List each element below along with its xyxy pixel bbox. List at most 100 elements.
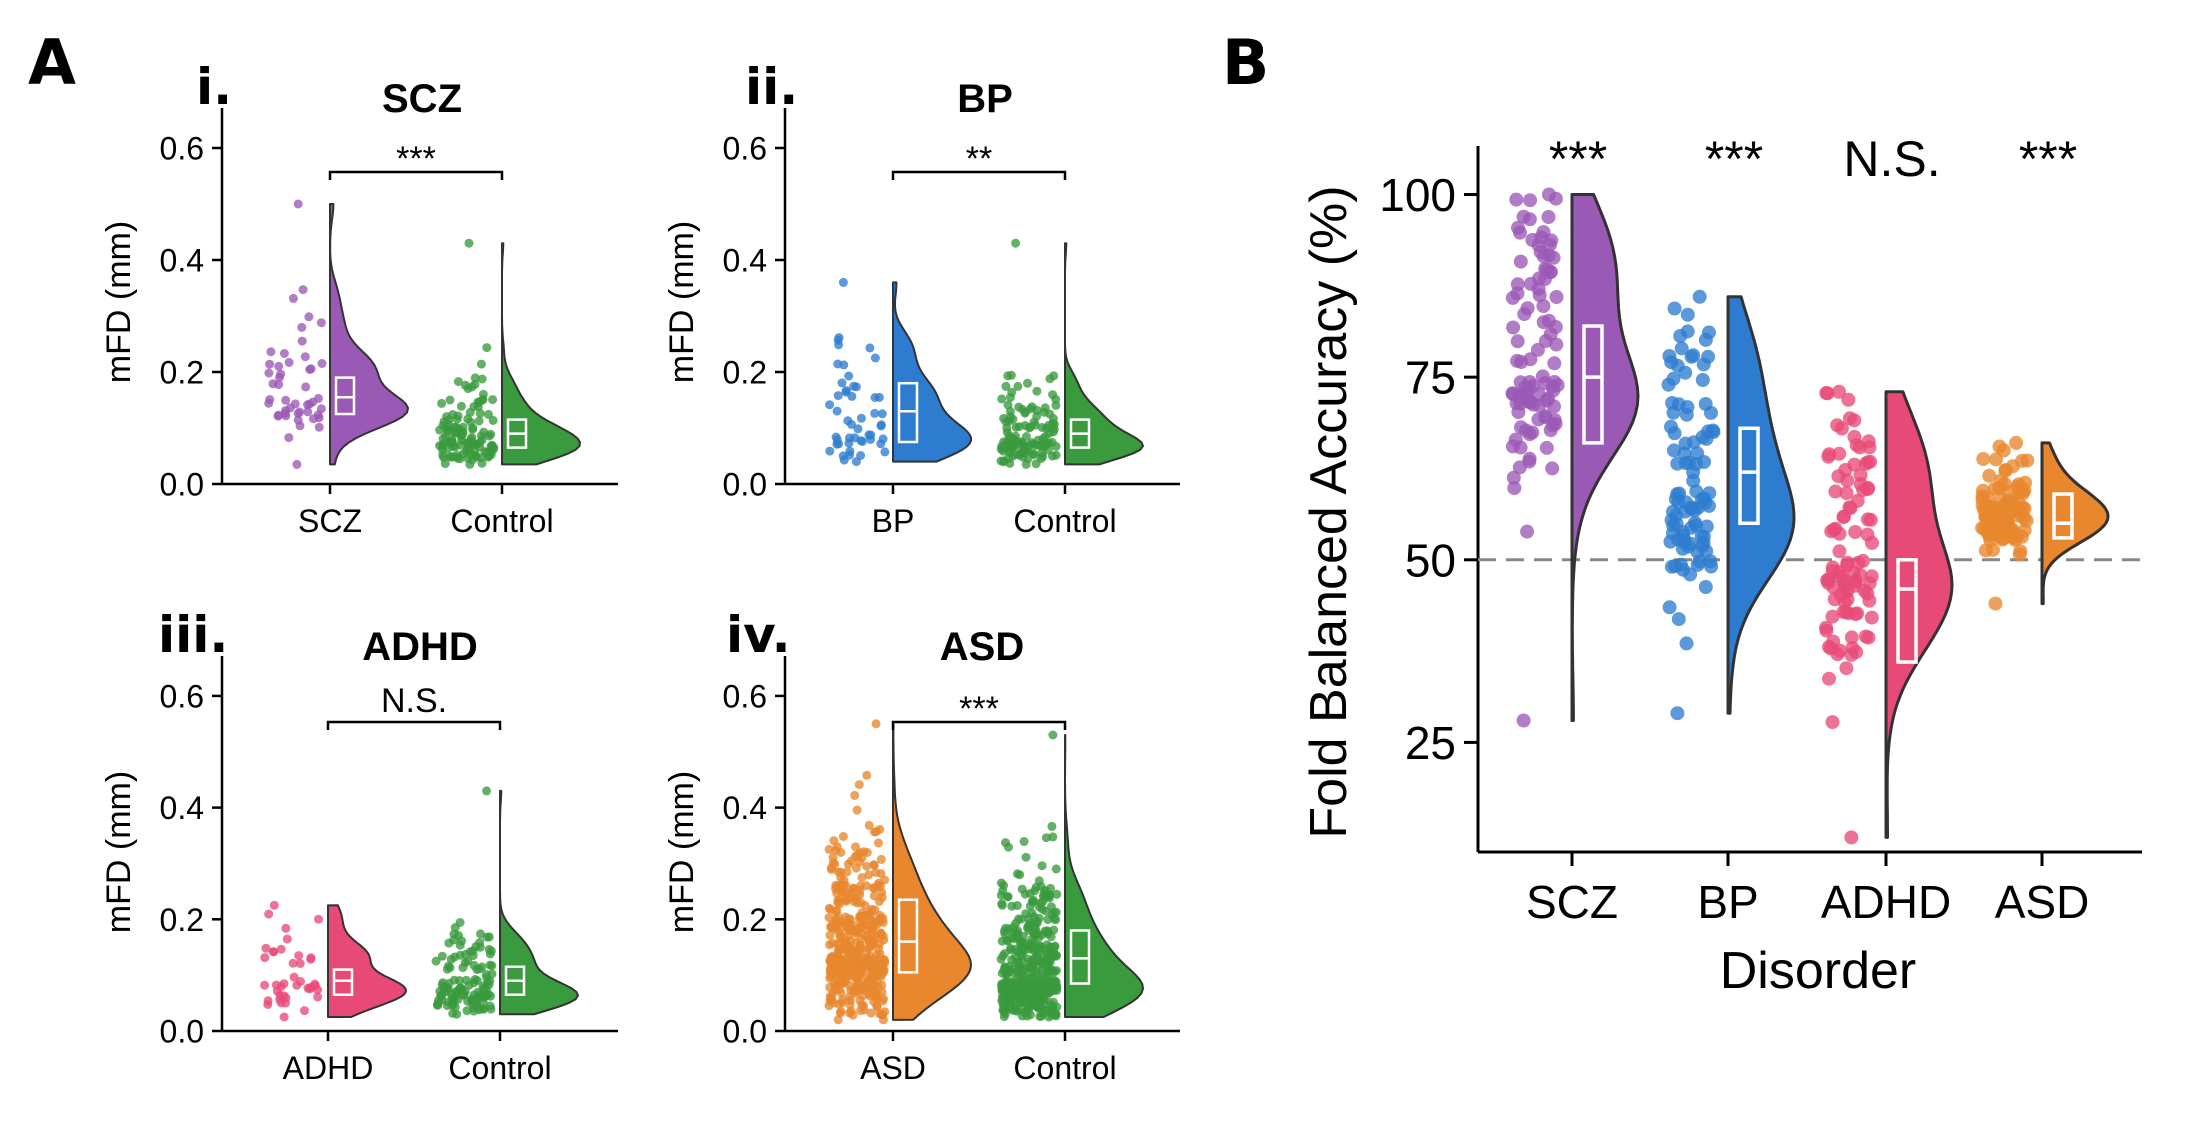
violin-asd [892, 722, 972, 1021]
data-point [1545, 418, 1560, 433]
data-point [864, 430, 874, 440]
data-point [1051, 864, 1061, 874]
data-point [1819, 620, 1834, 635]
data-point [871, 719, 881, 729]
data-point [833, 335, 843, 345]
data-point [1675, 541, 1690, 556]
data-point [1532, 271, 1547, 286]
x-tick-label-bp: BP [872, 503, 915, 539]
data-point [1032, 386, 1042, 396]
data-point [1549, 337, 1564, 352]
data-point [843, 859, 853, 869]
data-point [476, 359, 486, 369]
x-tick-label-control: Control [450, 503, 553, 539]
points-bp [1661, 289, 1721, 721]
y-axis-label-asd: mFD (mm) [663, 771, 701, 933]
y-tick-label: 25 [1405, 717, 1456, 769]
data-point [454, 424, 464, 434]
data-point [437, 398, 447, 408]
data-point [1841, 392, 1856, 407]
data-point [1680, 324, 1695, 339]
data-point [1004, 842, 1013, 852]
box-adhd [332, 968, 354, 996]
data-point [1025, 1010, 1035, 1020]
y-axis-label-scz: mFD (mm) [100, 221, 138, 383]
data-point [477, 458, 487, 468]
points-control [996, 238, 1061, 469]
significance-label: *** [959, 690, 999, 728]
data-point [1532, 288, 1547, 303]
data-point [1007, 933, 1017, 943]
data-point [456, 401, 466, 411]
data-point [1012, 974, 1022, 984]
data-point [444, 420, 454, 429]
data-point [290, 399, 300, 409]
data-point [271, 980, 281, 990]
data-point [1027, 438, 1037, 448]
data-point [305, 365, 315, 374]
data-point [874, 838, 883, 848]
data-point [866, 1008, 876, 1018]
data-point [484, 431, 494, 441]
data-point [281, 395, 291, 405]
data-point [1018, 448, 1028, 458]
data-point [870, 393, 880, 402]
y-tick-label: 0.0 [160, 1014, 204, 1050]
data-point [1049, 908, 1059, 917]
data-point [300, 1006, 309, 1016]
data-point [1048, 730, 1058, 740]
data-point [1006, 370, 1016, 380]
data-point [842, 921, 852, 931]
data-point [844, 438, 854, 448]
data-point [284, 357, 294, 367]
data-point [877, 893, 887, 903]
significance-label-adhd: N.S. [1843, 131, 1940, 187]
data-point [852, 951, 861, 961]
data-point [824, 913, 834, 922]
data-point [482, 932, 492, 942]
data-point [448, 1008, 458, 1018]
data-point [1847, 413, 1862, 428]
data-point [1051, 394, 1061, 404]
data-point [1819, 386, 1834, 400]
x-tick-label-adhd: ADHD [283, 1050, 374, 1086]
data-point [1510, 286, 1525, 301]
violin-control [501, 242, 581, 466]
data-point [264, 909, 274, 919]
data-point [838, 832, 848, 841]
data-point [997, 900, 1007, 910]
data-point [1044, 420, 1054, 430]
data-point [871, 868, 881, 877]
data-point [1547, 356, 1562, 371]
data-point [1031, 882, 1041, 892]
data-point [832, 939, 842, 949]
data-point [482, 786, 492, 796]
points-control [435, 238, 499, 469]
data-point [484, 989, 494, 999]
data-point [295, 959, 305, 968]
subpanel-i-label: i. [196, 58, 232, 116]
data-point [2009, 435, 2024, 450]
data-point [1025, 422, 1035, 432]
y-tick-label: 75 [1405, 352, 1456, 404]
data-point [1664, 419, 1678, 434]
x-tick-label-control: Control [448, 1050, 551, 1086]
significance-label: ** [966, 140, 992, 178]
data-point [1670, 706, 1685, 721]
data-point [1822, 639, 1836, 654]
data-point [1825, 609, 1840, 624]
box-adhd [1896, 558, 1918, 664]
data-point [264, 368, 274, 378]
data-point [314, 914, 323, 924]
data-point [264, 398, 274, 408]
data-point [853, 424, 863, 434]
data-point [1029, 928, 1039, 938]
data-point [1989, 452, 2003, 467]
data-point [1517, 307, 1532, 322]
data-point [841, 935, 851, 945]
data-point [279, 1012, 289, 1022]
points-asd [824, 719, 890, 1025]
data-point [824, 844, 834, 854]
data-point [1040, 403, 1050, 413]
data-point [847, 419, 856, 429]
